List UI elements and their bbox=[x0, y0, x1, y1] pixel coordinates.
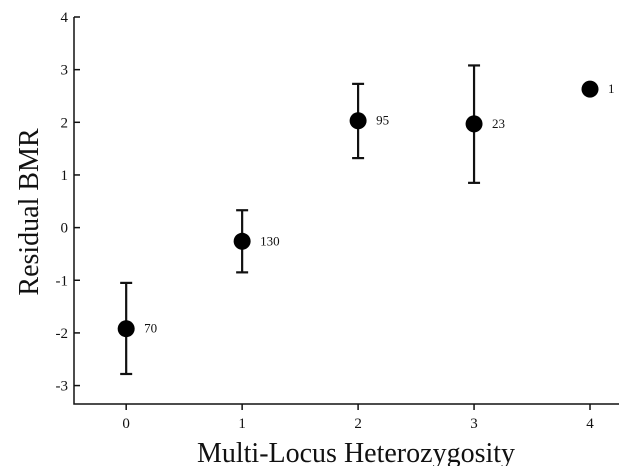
data-point bbox=[465, 115, 483, 133]
data-point bbox=[349, 112, 367, 130]
x-tick-label: 2 bbox=[354, 416, 362, 432]
axes bbox=[73, 17, 619, 405]
sample-size-label: 95 bbox=[376, 113, 389, 128]
y-tick-label: 2 bbox=[61, 115, 69, 131]
sample-size-label: 130 bbox=[260, 233, 280, 248]
y-tick-label: -2 bbox=[56, 326, 69, 342]
data-point bbox=[117, 320, 135, 338]
y-tick-label: 0 bbox=[61, 221, 69, 237]
x-axis-title: Multi-Locus Heterozygosity bbox=[197, 438, 515, 466]
sample-size-label: 1 bbox=[608, 81, 615, 96]
y-tick-label: -1 bbox=[56, 273, 69, 289]
x-tick-label: 0 bbox=[122, 416, 130, 432]
y-tick-label: 3 bbox=[61, 63, 69, 79]
y-tick-label: 1 bbox=[61, 168, 69, 184]
data-point bbox=[233, 232, 251, 250]
sample-size-label: 70 bbox=[144, 321, 157, 336]
sample-size-label: 23 bbox=[492, 116, 505, 131]
x-tick-label: 1 bbox=[238, 416, 246, 432]
data-point bbox=[581, 80, 599, 98]
y-tick-label: -3 bbox=[56, 379, 69, 395]
x-tick-label: 4 bbox=[586, 416, 594, 432]
axis-lines bbox=[73, 17, 619, 405]
y-tick-label: 4 bbox=[61, 10, 69, 26]
y-axis-title: Residual BMR bbox=[14, 128, 45, 296]
x-tick-label: 3 bbox=[470, 416, 478, 432]
data-marks: 70 130 95 23 1 bbox=[117, 64, 615, 376]
